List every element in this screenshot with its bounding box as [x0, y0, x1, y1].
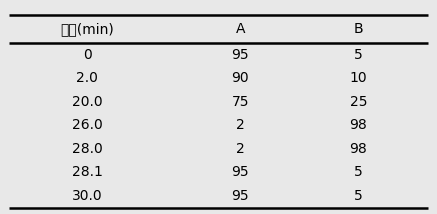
Text: 95: 95 — [232, 165, 249, 179]
Text: 28.0: 28.0 — [72, 142, 103, 156]
Text: 90: 90 — [232, 71, 249, 85]
Text: B: B — [354, 22, 363, 36]
Text: 28.1: 28.1 — [72, 165, 103, 179]
Text: 20.0: 20.0 — [72, 95, 103, 109]
Text: 30.0: 30.0 — [72, 189, 103, 203]
Text: 时间(min): 时间(min) — [61, 22, 114, 36]
Text: 10: 10 — [350, 71, 367, 85]
Text: 5: 5 — [354, 48, 363, 62]
Text: 25: 25 — [350, 95, 367, 109]
Text: 0: 0 — [83, 48, 92, 62]
Text: 2.0: 2.0 — [76, 71, 98, 85]
Text: 2: 2 — [236, 142, 245, 156]
Text: 98: 98 — [350, 118, 367, 132]
Text: 2: 2 — [236, 118, 245, 132]
Text: 95: 95 — [232, 189, 249, 203]
Text: 75: 75 — [232, 95, 249, 109]
Text: A: A — [236, 22, 245, 36]
Text: 5: 5 — [354, 189, 363, 203]
Text: 5: 5 — [354, 165, 363, 179]
Text: 95: 95 — [232, 48, 249, 62]
Text: 26.0: 26.0 — [72, 118, 103, 132]
Text: 98: 98 — [350, 142, 367, 156]
